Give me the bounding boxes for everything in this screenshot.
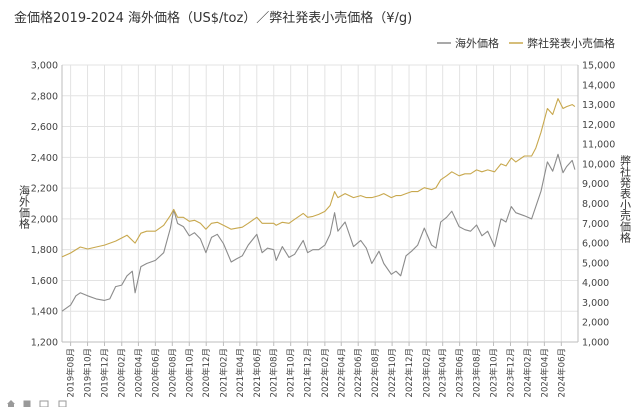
x-tick-label: 2020年06月 — [150, 348, 161, 397]
x-tick-label: 2019年12月 — [100, 348, 111, 397]
x-tick-label: 2023年02月 — [421, 348, 432, 397]
x-tick-label: 2021年10月 — [286, 348, 297, 397]
x-tick-label: 2021年02月 — [218, 348, 229, 397]
x-tick-label: 2022年10月 — [387, 348, 398, 397]
right-tick-label: 7,000 — [582, 219, 609, 230]
right-axis-title: 弊社発表小売価格 — [619, 155, 632, 244]
home-icon[interactable] — [7, 400, 15, 407]
x-tick-label: 2020年10月 — [184, 348, 195, 397]
x-tick-label: 2022年12月 — [404, 348, 415, 397]
x-tick-label: 2021年06月 — [252, 348, 263, 397]
right-tick-label: 11,000 — [582, 140, 615, 151]
x-tick-label: 2024年06月 — [556, 348, 567, 397]
x-tick-label: 2020年12月 — [201, 348, 212, 397]
x-tick-label: 2021年04月 — [235, 348, 246, 397]
x-tick-label: 2024年02月 — [523, 348, 534, 397]
series-line-retail — [61, 98, 576, 258]
x-tick-label: 2021年08月 — [269, 348, 280, 397]
legend: 海外価格 弊社発表小売価格 — [437, 36, 615, 50]
right-tick-label: 4,000 — [582, 278, 609, 289]
right-tick-label: 14,000 — [582, 80, 615, 91]
left-tick-label: 2,600 — [31, 122, 58, 133]
left-tick-label: 3,000 — [31, 61, 58, 72]
grid-lines — [62, 64, 578, 343]
right-tick-label: 12,000 — [582, 120, 615, 131]
x-tick-label: 2022年02月 — [320, 348, 331, 397]
zoom-icon[interactable] — [39, 400, 49, 407]
x-tick-label: 2022年04月 — [336, 348, 347, 397]
left-tick-label: 1,400 — [31, 307, 58, 318]
right-tick-label: 13,000 — [582, 100, 615, 111]
x-tick-label: 2019年08月 — [66, 348, 77, 397]
x-tick-label: 2022年08月 — [370, 348, 381, 397]
x-tick-label: 2022年06月 — [353, 348, 364, 397]
save-icon[interactable] — [58, 400, 67, 407]
right-tick-label: 1,000 — [582, 338, 609, 349]
left-tick-label: 2,000 — [31, 214, 58, 225]
right-tick-label: 9,000 — [582, 179, 609, 190]
pan-icon[interactable] — [23, 400, 31, 407]
x-tick-label: 2020年04月 — [133, 348, 144, 397]
x-tick-label: 2023年06月 — [455, 348, 466, 397]
left-tick-label: 2,200 — [31, 184, 58, 195]
x-tick-label: 2023年12月 — [505, 348, 516, 397]
x-tick-label: 2024年04月 — [539, 348, 550, 397]
chart-title: 金価格2019-2024 海外価格（US$/toz）／弊社発表小売価格（¥/g) — [14, 10, 412, 26]
legend-label-overseas[interactable]: 海外価格 — [455, 36, 499, 50]
right-tick-label: 2,000 — [582, 318, 609, 329]
series-line-overseas — [61, 153, 576, 312]
series-lines — [61, 98, 576, 312]
left-tick-label: 1,800 — [31, 245, 58, 256]
right-axis-ticks: 1,000 2,000 3,000 4,000 5,000 6,000 7,000 8,000… — [582, 61, 615, 349]
axes — [61, 65, 579, 343]
x-axis-ticks: 2019年08月 2019年10月 2019年12月 2020年02月 2020年04月… — [66, 342, 567, 397]
right-tick-label: 5,000 — [582, 258, 609, 269]
left-tick-label: 1,600 — [31, 276, 58, 287]
right-tick-label: 10,000 — [582, 159, 615, 170]
right-tick-label: 15,000 — [582, 61, 615, 72]
x-tick-label: 2023年08月 — [472, 348, 483, 397]
right-tick-label: 8,000 — [582, 199, 609, 210]
x-tick-label: 2023年04月 — [438, 348, 449, 397]
left-tick-label: 2,800 — [31, 91, 58, 102]
left-tick-label: 1,200 — [31, 338, 58, 349]
right-tick-label: 3,000 — [582, 298, 609, 309]
legend-label-retail[interactable]: 弊社発表小売価格 — [527, 36, 615, 50]
x-tick-label: 2020年02月 — [117, 348, 128, 397]
left-axis-ticks: 1,200 1,400 1,600 1,800 2,000 2,200 2,400 2,600… — [31, 61, 58, 349]
x-tick-label: 2019年10月 — [83, 348, 94, 397]
left-axis-title: 海外価格 — [18, 184, 31, 230]
x-tick-label: 2020年08月 — [167, 348, 178, 397]
left-tick-label: 2,400 — [31, 153, 58, 164]
right-tick-label: 6,000 — [582, 239, 609, 250]
x-tick-label: 2023年10月 — [489, 348, 500, 397]
x-tick-label: 2021年12月 — [303, 348, 314, 397]
chart-toolbar — [7, 400, 67, 407]
